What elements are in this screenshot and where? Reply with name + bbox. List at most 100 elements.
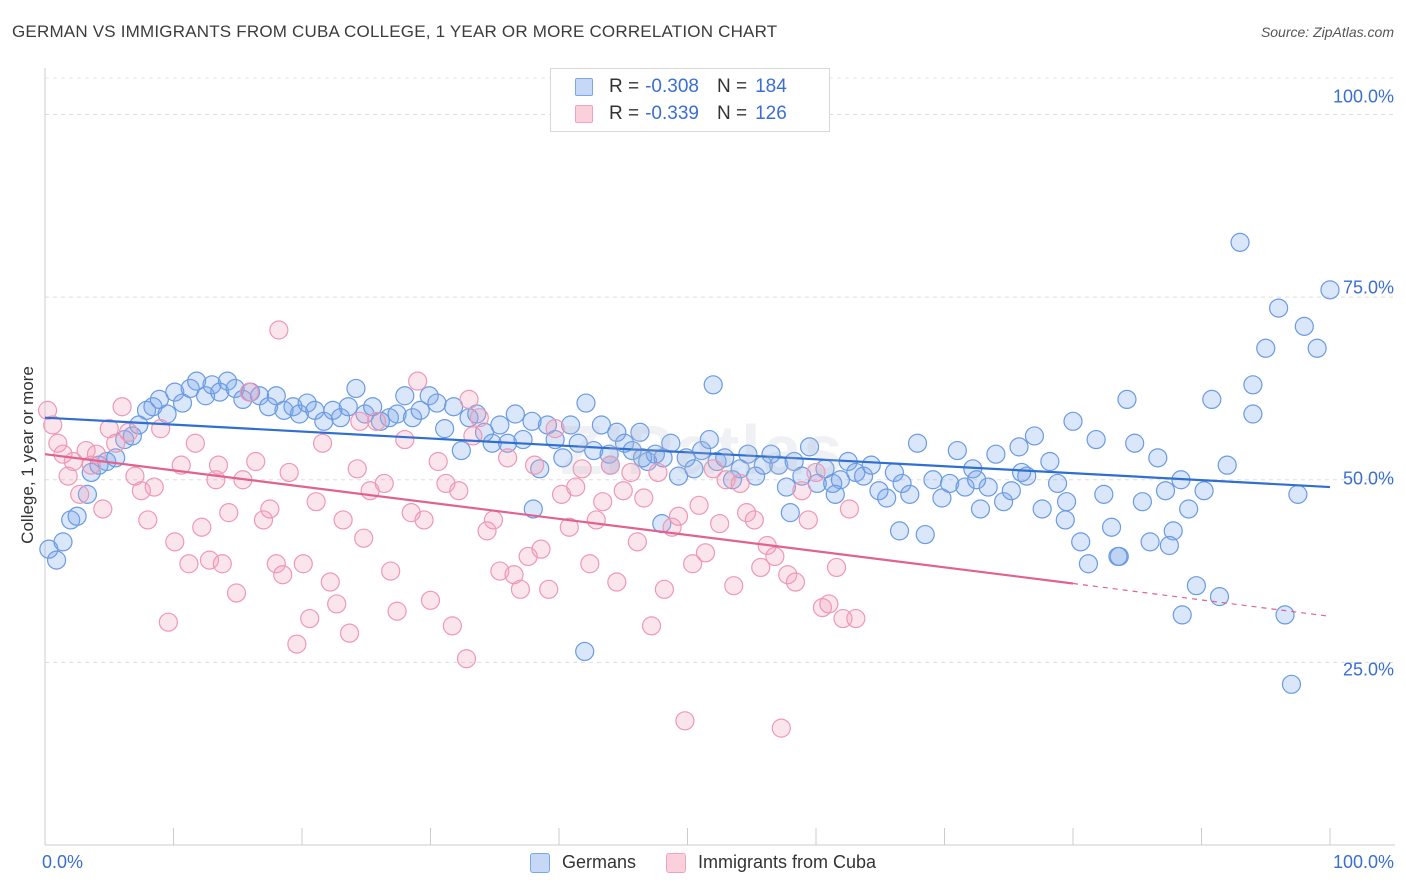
point-germans <box>444 397 464 417</box>
legend-n-value: 184 <box>755 76 787 97</box>
legend-label-germans: Germans <box>561 852 636 872</box>
point-cuba <box>208 455 229 475</box>
point-cuba <box>792 481 812 501</box>
point-germans <box>699 429 719 450</box>
point-cuba <box>703 459 723 479</box>
point-cuba <box>483 510 504 530</box>
point-germans <box>1172 605 1192 625</box>
point-germans <box>1101 517 1122 537</box>
point-germans <box>1024 426 1045 446</box>
point-cuba <box>459 389 479 410</box>
point-germans <box>1148 448 1168 468</box>
legend-n-value: 126 <box>755 103 787 124</box>
legend-item-germans[interactable]: Germans <box>529 852 636 873</box>
point-cuba <box>185 433 205 453</box>
legend-swatch-cuba <box>665 852 686 873</box>
point-cuba <box>613 481 633 501</box>
point-cuba <box>347 459 367 479</box>
point-germans <box>323 400 343 420</box>
point-germans <box>1132 492 1152 512</box>
point-germans <box>780 503 800 523</box>
point-cuba <box>93 499 113 519</box>
point-germans <box>1001 481 1021 501</box>
point-germans <box>861 455 881 475</box>
point-cuba <box>641 616 662 636</box>
point-germans <box>513 429 533 450</box>
trendline-cuba-extension <box>1072 582 1331 617</box>
point-cuba <box>112 397 132 417</box>
point-cuba <box>86 444 107 464</box>
point-cuba <box>710 513 730 534</box>
point-germans <box>892 473 912 494</box>
point-germans <box>607 422 627 442</box>
point-cuba <box>627 532 647 552</box>
point-germans <box>523 499 543 519</box>
point-germans <box>196 386 216 406</box>
point-cuba <box>260 499 280 519</box>
point-germans <box>560 415 581 435</box>
point-germans <box>1163 521 1183 541</box>
point-germans <box>591 415 612 435</box>
point-cuba <box>539 579 559 599</box>
point-germans <box>889 521 910 541</box>
point-cuba <box>395 429 415 450</box>
point-cuba <box>572 459 592 479</box>
point-germans <box>297 393 317 413</box>
point-germans <box>1009 437 1029 457</box>
point-germans <box>955 477 975 497</box>
point-germans <box>792 466 812 486</box>
point-cuba <box>287 634 307 654</box>
point-germans <box>530 459 550 479</box>
point-cuba <box>53 444 73 464</box>
legend-swatch-germans <box>575 78 593 96</box>
point-germans <box>410 400 430 420</box>
point-cuba <box>219 503 239 523</box>
point-germans <box>1230 232 1250 252</box>
point-germans <box>1055 510 1075 530</box>
watermark: ZIPatlas <box>560 411 845 489</box>
legend-r-label: R = <box>609 103 640 124</box>
point-germans <box>907 433 928 453</box>
point-cuba <box>648 462 668 483</box>
point-germans <box>427 393 447 413</box>
point-germans <box>1217 455 1237 475</box>
point-cuba <box>306 492 326 512</box>
y-axis-label: College, 1 year or more <box>18 366 37 544</box>
point-cuba <box>785 572 806 592</box>
point-germans <box>451 440 471 461</box>
point-germans <box>869 481 889 501</box>
trendline-cuba <box>44 453 1074 585</box>
point-germans <box>776 477 797 497</box>
legend-swatch-germans <box>529 852 550 873</box>
point-germans <box>769 455 789 475</box>
point-cuba <box>490 561 510 581</box>
point-germans <box>630 422 650 442</box>
point-cuba <box>273 565 293 585</box>
point-germans <box>505 404 525 424</box>
legend-item-cuba[interactable]: Immigrants from Cuba <box>665 852 876 873</box>
chart-title: GERMAN VS IMMIGRANTS FROM CUBA COLLEGE, … <box>12 22 778 41</box>
point-germans <box>435 419 455 439</box>
point-germans <box>1275 605 1295 625</box>
point-germans <box>180 378 200 399</box>
point-germans <box>1011 462 1032 483</box>
point-cuba <box>593 492 613 512</box>
point-cuba <box>37 400 58 420</box>
point-cuba <box>819 594 839 614</box>
point-cuba <box>607 572 627 592</box>
point-germans <box>1202 389 1222 410</box>
point-germans <box>289 404 310 424</box>
y-tick-label-100: 100.0% <box>1332 86 1394 107</box>
point-germans <box>217 371 238 391</box>
point-cuba <box>654 579 674 599</box>
point-cuba <box>48 433 68 453</box>
point-germans <box>1047 473 1068 494</box>
point-cuba <box>279 462 299 483</box>
point-cuba <box>387 601 407 621</box>
point-cuba <box>246 451 266 472</box>
point-germans <box>522 411 542 431</box>
source-credit: Source: ZipAtlas.com <box>1260 24 1394 40</box>
point-cuba <box>408 371 428 391</box>
point-cuba <box>566 477 586 497</box>
point-cuba <box>165 532 185 552</box>
